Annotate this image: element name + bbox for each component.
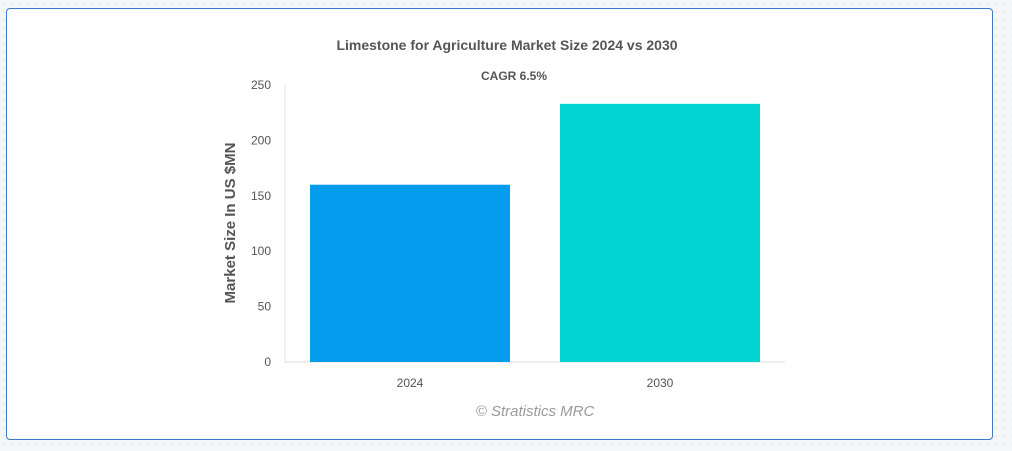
y-tick-label: 0	[264, 355, 271, 369]
y-tick-label: 150	[251, 189, 271, 203]
chart-title: Limestone for Agriculture Market Size 20…	[336, 37, 677, 53]
watermark: © Stratistics MRC	[476, 403, 595, 420]
y-axis-label: Market Size In US $MN	[222, 143, 239, 304]
y-tick-label: 100	[251, 244, 271, 258]
x-axis-ticks: 2024 2030	[397, 376, 674, 390]
bar-2024[interactable]	[310, 184, 510, 362]
bars-group	[310, 103, 760, 362]
x-tick-label: 2024	[397, 376, 424, 390]
y-tick-label: 50	[258, 300, 272, 314]
bar-2030[interactable]	[560, 103, 760, 362]
y-tick-label: 250	[251, 78, 271, 92]
y-axis-ticks: 0 50 100 150 200 250	[251, 78, 271, 369]
chart-subtitle: CAGR 6.5%	[481, 69, 547, 83]
y-tick-label: 200	[251, 133, 271, 147]
x-tick-label: 2030	[647, 376, 674, 390]
